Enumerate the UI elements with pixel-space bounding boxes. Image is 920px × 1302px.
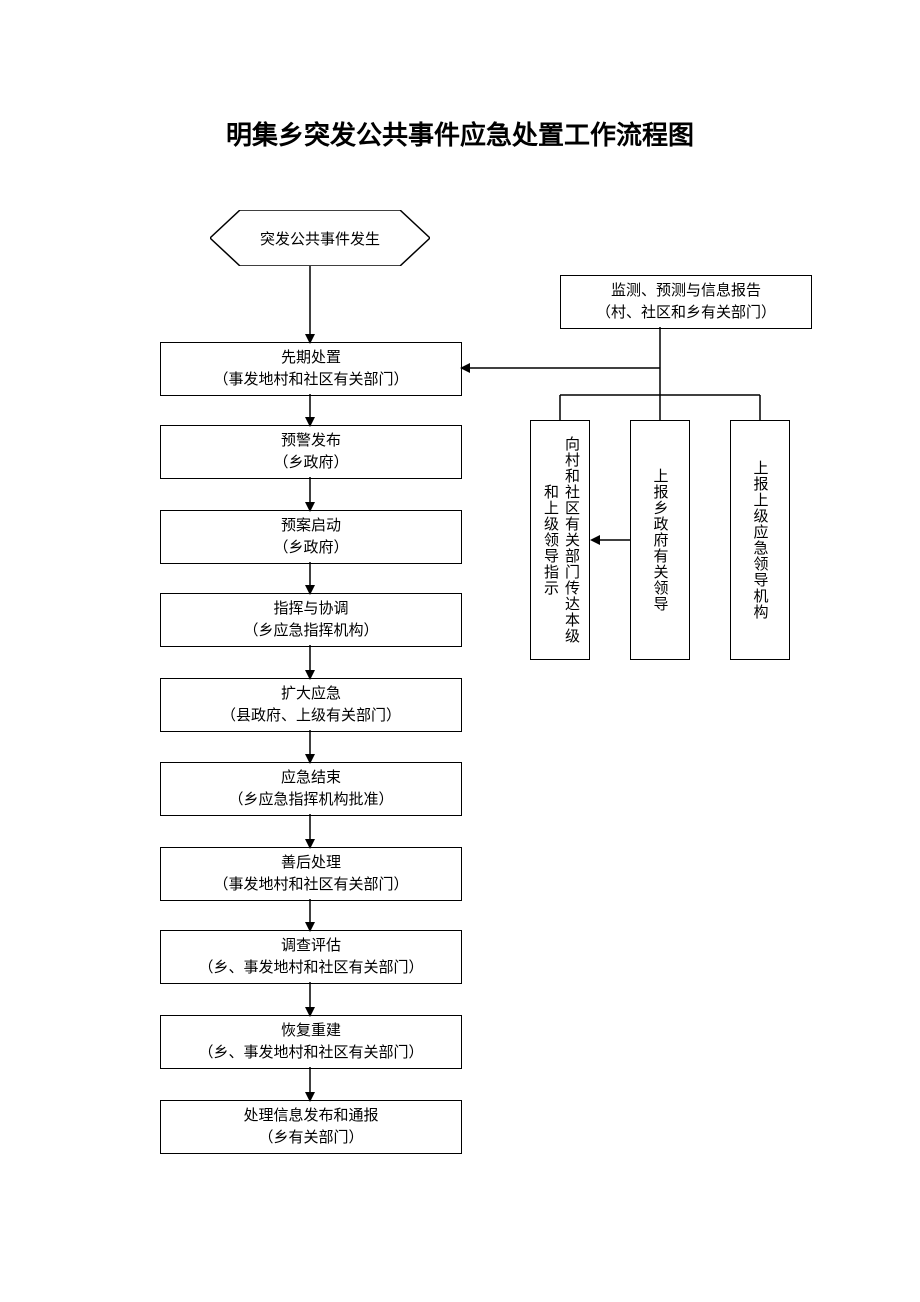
node-r-top-line2: （村、社区和乡有关部门） [596,302,776,325]
node-n2: 预警发布 （乡政府） [160,425,462,479]
node-v1: 向村和社区有关部门传达本级和上级领导指示 [530,420,590,660]
node-n6-line1: 应急结束 [281,767,341,790]
node-n4-line2: （乡应急指挥机构） [243,620,378,643]
node-n2-line2: （乡政府） [273,452,348,475]
node-n8-line1: 调查评估 [281,935,341,958]
node-n3: 预案启动 （乡政府） [160,510,462,564]
node-v2: 上报乡政府有关领导 [630,420,690,660]
node-n7-line1: 善后处理 [281,852,341,875]
node-r-top-line1: 监测、预测与信息报告 [611,280,761,303]
node-n5: 扩大应急 （县政府、上级有关部门） [160,678,462,732]
node-n1-line2: （事发地村和社区有关部门） [213,369,408,392]
node-n8: 调查评估 （乡、事发地村和社区有关部门） [160,930,462,984]
node-n1: 先期处置 （事发地村和社区有关部门） [160,342,462,396]
node-n4: 指挥与协调 （乡应急指挥机构） [160,593,462,647]
node-start-label: 突发公共事件发生 [210,210,430,266]
node-n3-line2: （乡政府） [273,537,348,560]
node-n6-line2: （乡应急指挥机构批准） [228,789,393,812]
node-n4-line1: 指挥与协调 [273,598,348,621]
node-n9-line1: 恢复重建 [281,1020,341,1043]
node-r-top: 监测、预测与信息报告 （村、社区和乡有关部门） [560,275,812,329]
node-n8-line2: （乡、事发地村和社区有关部门） [198,957,423,980]
node-n5-line1: 扩大应急 [281,683,341,706]
node-n7: 善后处理 （事发地村和社区有关部门） [160,847,462,901]
node-n10: 处理信息发布和通报 （乡有关部门） [160,1100,462,1154]
node-n5-line2: （县政府、上级有关部门） [221,705,401,728]
node-n9: 恢复重建 （乡、事发地村和社区有关部门） [160,1015,462,1069]
node-n10-line2: （乡有关部门） [258,1127,363,1150]
node-n7-line2: （事发地村和社区有关部门） [213,874,408,897]
node-n2-line1: 预警发布 [281,430,341,453]
page-title: 明集乡突发公共事件应急处置工作流程图 [0,115,920,152]
node-n10-line1: 处理信息发布和通报 [243,1105,378,1128]
node-start: 突发公共事件发生 [210,210,430,266]
node-n6: 应急结束 （乡应急指挥机构批准） [160,762,462,816]
node-n9-line2: （乡、事发地村和社区有关部门） [198,1042,423,1065]
node-n1-line1: 先期处置 [281,347,341,370]
node-v3: 上报上级应急领导机构 [730,420,790,660]
node-n3-line1: 预案启动 [281,515,341,538]
